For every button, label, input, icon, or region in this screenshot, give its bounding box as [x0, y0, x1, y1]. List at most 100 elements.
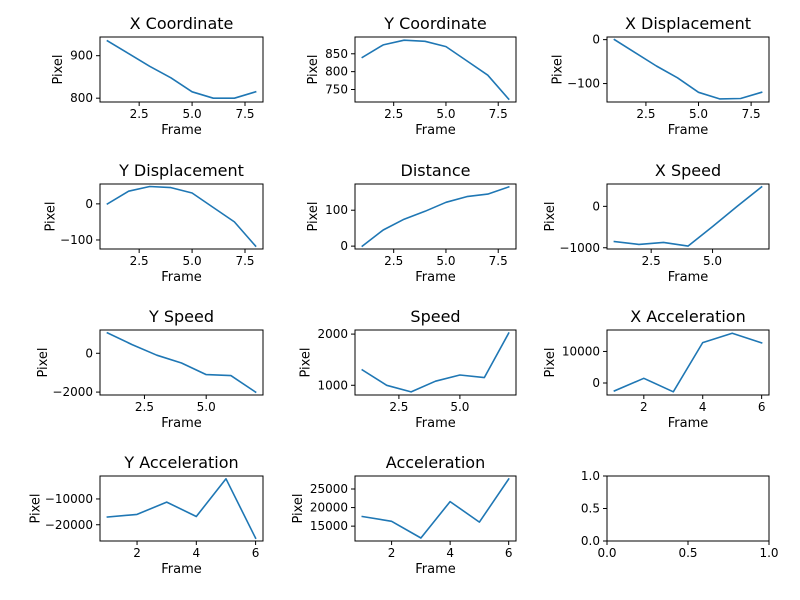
subplot-title: Y Coordinate	[383, 14, 487, 33]
y-axis-label: Pixel	[51, 54, 66, 84]
y-tick-label: −1000	[559, 241, 600, 255]
subplot-8: 2.5 5.0 1000 2000 Speed Frame Pixel	[299, 307, 517, 431]
subplot-5: 2.5 5.0 7.5 0 100 Distance Frame Pixel	[306, 161, 517, 285]
y-axis-label: Pixel	[306, 201, 321, 231]
y-tick-label: 800	[325, 65, 348, 79]
x-axis-label: Frame	[161, 416, 202, 431]
subplot-10: 2 4 6 −20000 −10000 Y Acceleration Frame Pixel	[28, 453, 264, 577]
x-tick-label: 7.5	[742, 107, 761, 121]
axes-frame	[606, 329, 770, 396]
x-axis-label: Frame	[415, 270, 456, 285]
subplot-1: 2.5 5.0 7.5 800 900 X Coordinate Frame Pixel	[51, 14, 264, 138]
y-tick-label: 850	[325, 47, 348, 61]
x-tick-label: 2.5	[384, 254, 403, 268]
x-axis-label: Frame	[668, 270, 709, 285]
x-tick-label: 4	[446, 546, 454, 560]
x-tick-label: 1.0	[759, 546, 778, 560]
y-tick-label: −20000	[45, 518, 93, 532]
y-axis-label: Pixel	[28, 493, 43, 523]
subplot-title: Speed	[410, 307, 460, 326]
subplot-6: 2.5 5.0 −1000 0 X Speed Frame Pixel	[543, 161, 770, 285]
series-line	[106, 185, 257, 248]
subplot-title: Acceleration	[386, 453, 485, 472]
axes-frame	[354, 329, 517, 396]
x-tick-label: 2.5	[636, 107, 655, 121]
y-axis-label: Pixel	[291, 493, 306, 523]
x-tick-label: 7.5	[235, 107, 254, 121]
series-line	[613, 332, 763, 393]
x-tick-label: 2	[133, 546, 141, 560]
subplot-title: X Displacement	[625, 14, 751, 33]
y-axis-label: Pixel	[551, 54, 566, 84]
series-line	[106, 39, 257, 99]
y-tick-label: 0.0	[581, 534, 600, 548]
series-line	[361, 477, 510, 539]
y-tick-label: −2000	[52, 385, 93, 399]
subplot-title: Distance	[401, 161, 471, 180]
y-axis-label: Pixel	[36, 347, 51, 377]
y-tick-label: 0.5	[581, 502, 600, 516]
axes-frame	[606, 183, 770, 250]
axes-frame	[99, 329, 264, 396]
x-tick-label: 7.5	[489, 107, 508, 121]
y-tick-label: 0	[592, 376, 600, 390]
y-axis-label: Pixel	[299, 347, 314, 377]
series-line	[361, 39, 510, 101]
y-tick-label: −10000	[45, 492, 93, 506]
x-tick-label: 5.0	[689, 107, 708, 121]
y-tick-label: 100	[325, 203, 348, 217]
y-tick-label: 2000	[317, 327, 348, 341]
x-tick-label: 2.5	[130, 254, 149, 268]
x-tick-label: 5.0	[436, 254, 455, 268]
x-tick-label: 7.5	[235, 254, 254, 268]
y-tick-label: 0	[85, 346, 93, 360]
x-tick-label: 4	[192, 546, 200, 560]
y-tick-label: 20000	[310, 501, 348, 515]
x-tick-label: 2	[640, 400, 648, 414]
x-axis-label: Frame	[415, 562, 456, 577]
y-tick-label: −100	[60, 233, 93, 247]
series-line	[106, 331, 257, 394]
x-tick-label: 2.5	[135, 400, 154, 414]
axes-frame	[99, 475, 264, 542]
x-tick-label: 2.5	[389, 400, 408, 414]
y-tick-label: 750	[325, 83, 348, 97]
x-tick-label: 0.0	[597, 546, 616, 560]
subplot-title: Y Speed	[148, 307, 214, 326]
series-line	[361, 332, 510, 393]
y-tick-label: 900	[70, 49, 93, 63]
x-tick-label: 5.0	[450, 400, 469, 414]
axes-frame	[354, 183, 517, 250]
axes-frame	[354, 475, 517, 542]
subplot-title: Y Displacement	[118, 161, 244, 180]
y-tick-label: 0	[340, 239, 348, 253]
x-axis-label: Frame	[668, 123, 709, 138]
y-tick-label: 10000	[562, 344, 600, 358]
axes-frame	[606, 475, 770, 542]
subplot-11: 2 4 6 15000 20000 25000 Acceleration Frame Pixel	[291, 453, 517, 577]
x-axis-label: Frame	[415, 123, 456, 138]
x-tick-label: 7.5	[489, 254, 508, 268]
series-line	[106, 477, 257, 540]
subplot-2: 2.5 5.0 7.5 750 800 850 Y Coordinate Frame Pixel	[306, 14, 517, 138]
series-line	[361, 185, 510, 248]
y-tick-label: 0	[85, 197, 93, 211]
series-line	[613, 185, 763, 247]
subplot-title: X Acceleration	[630, 307, 745, 326]
subplot-12: 0.0 0.5 1.0 0.0 0.5 1.0	[581, 469, 779, 560]
x-tick-label: 2.5	[642, 254, 661, 268]
x-tick-label: 2.5	[130, 107, 149, 121]
y-tick-label: 1.0	[581, 469, 600, 483]
subplot-7: 2.5 5.0 −2000 0 Y Speed Frame Pixel	[36, 307, 264, 431]
y-tick-label: 25000	[310, 482, 348, 496]
axes-frame	[606, 36, 770, 103]
x-tick-label: 2.5	[384, 107, 403, 121]
subplot-title: X Speed	[655, 161, 721, 180]
y-tick-label: 0	[592, 33, 600, 47]
x-axis-label: Frame	[161, 562, 202, 577]
subplot-title: Y Acceleration	[123, 453, 238, 472]
subplot-4: 2.5 5.0 7.5 −100 0 Y Displacement Frame Pixel	[44, 161, 264, 285]
x-tick-label: 0.5	[678, 546, 697, 560]
y-axis-label: Pixel	[543, 201, 558, 231]
